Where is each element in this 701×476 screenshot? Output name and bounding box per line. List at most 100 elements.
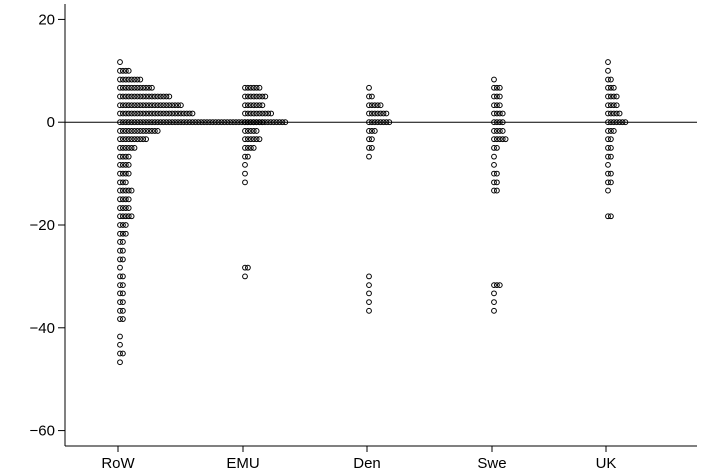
data-point: [366, 119, 372, 126]
data-point: [242, 145, 248, 151]
data-point: [491, 93, 497, 100]
data-point: [491, 290, 497, 297]
data-point: [245, 128, 251, 134]
data-point: [366, 93, 372, 100]
data-point: [273, 119, 280, 126]
data-point: [366, 110, 372, 117]
data-point: [131, 76, 138, 83]
data-point: [491, 76, 497, 83]
data-point: [125, 170, 132, 177]
data-point: [140, 136, 147, 143]
data-point: [253, 128, 260, 134]
data-point: [377, 110, 384, 117]
data-point: [204, 119, 210, 126]
data-point: [259, 102, 266, 109]
data-point: [122, 110, 129, 117]
data-point: [491, 282, 497, 289]
data-point: [212, 119, 219, 126]
data-point: [369, 128, 375, 134]
data-point: [122, 230, 129, 237]
data-point: [610, 84, 617, 91]
data-point: [157, 93, 164, 100]
data-point: [149, 93, 155, 100]
data-point: [183, 110, 190, 117]
series-swe: [491, 76, 509, 314]
data-point: [250, 128, 257, 134]
data-point: [131, 136, 138, 143]
data-point: [140, 128, 147, 134]
data-point: [172, 119, 179, 126]
data-point: [180, 110, 187, 117]
data-point: [496, 119, 503, 126]
data-point: [143, 128, 150, 134]
data-point: [496, 128, 503, 134]
data-point: [494, 282, 500, 289]
data-point: [166, 110, 173, 117]
data-point: [366, 136, 372, 143]
data-point: [221, 119, 228, 126]
data-point: [262, 110, 269, 117]
data-point: [494, 170, 500, 177]
data-point: [499, 110, 506, 117]
x-tick-label-swe: Swe: [477, 455, 506, 472]
data-point: [120, 119, 126, 126]
data-point: [250, 145, 257, 151]
data-point: [151, 128, 158, 134]
data-point: [494, 145, 500, 151]
data-point: [250, 110, 257, 117]
data-point: [242, 264, 248, 271]
data-point: [198, 119, 205, 126]
data-point: [117, 196, 123, 203]
data-point: [175, 102, 181, 109]
data-point: [494, 102, 500, 109]
data-point: [154, 119, 161, 126]
data-point: [605, 179, 611, 186]
data-point: [122, 119, 129, 126]
data-point: [169, 119, 176, 126]
data-point: [253, 84, 260, 91]
data-point: [374, 110, 381, 117]
data-point: [605, 76, 611, 83]
data-point: [146, 128, 152, 134]
data-point: [247, 128, 254, 134]
data-point: [160, 93, 167, 100]
data-point: [125, 213, 132, 220]
data-point: [169, 110, 176, 117]
data-point: [134, 119, 141, 126]
data-point: [122, 187, 129, 194]
data-point: [117, 119, 123, 126]
data-point: [146, 102, 152, 109]
data-point: [117, 59, 123, 65]
data-point: [247, 93, 254, 100]
data-point: [117, 282, 123, 289]
data-point: [125, 84, 132, 91]
data-point: [128, 119, 135, 126]
data-point: [117, 239, 123, 245]
data-point: [366, 102, 372, 109]
data-point: [120, 76, 126, 83]
data-point: [247, 119, 254, 126]
data-point: [125, 136, 132, 143]
data-point: [247, 102, 254, 109]
data-point: [117, 230, 123, 237]
data-point: [267, 119, 274, 126]
data-point: [117, 247, 123, 254]
data-point: [120, 84, 126, 91]
data-point: [140, 102, 147, 109]
data-point: [371, 110, 378, 117]
data-point: [131, 119, 138, 126]
data-point: [242, 136, 248, 143]
data-point: [270, 119, 277, 126]
data-point: [491, 84, 497, 91]
data-point: [117, 264, 123, 271]
data-point: [117, 273, 123, 280]
data-point: [175, 110, 181, 117]
data-point: [250, 119, 257, 126]
data-point: [494, 84, 500, 91]
data-point: [189, 110, 196, 117]
data-point: [499, 136, 506, 143]
data-point: [149, 110, 155, 117]
data-point: [605, 187, 611, 194]
data-point: [120, 128, 126, 134]
data-point: [195, 119, 202, 126]
